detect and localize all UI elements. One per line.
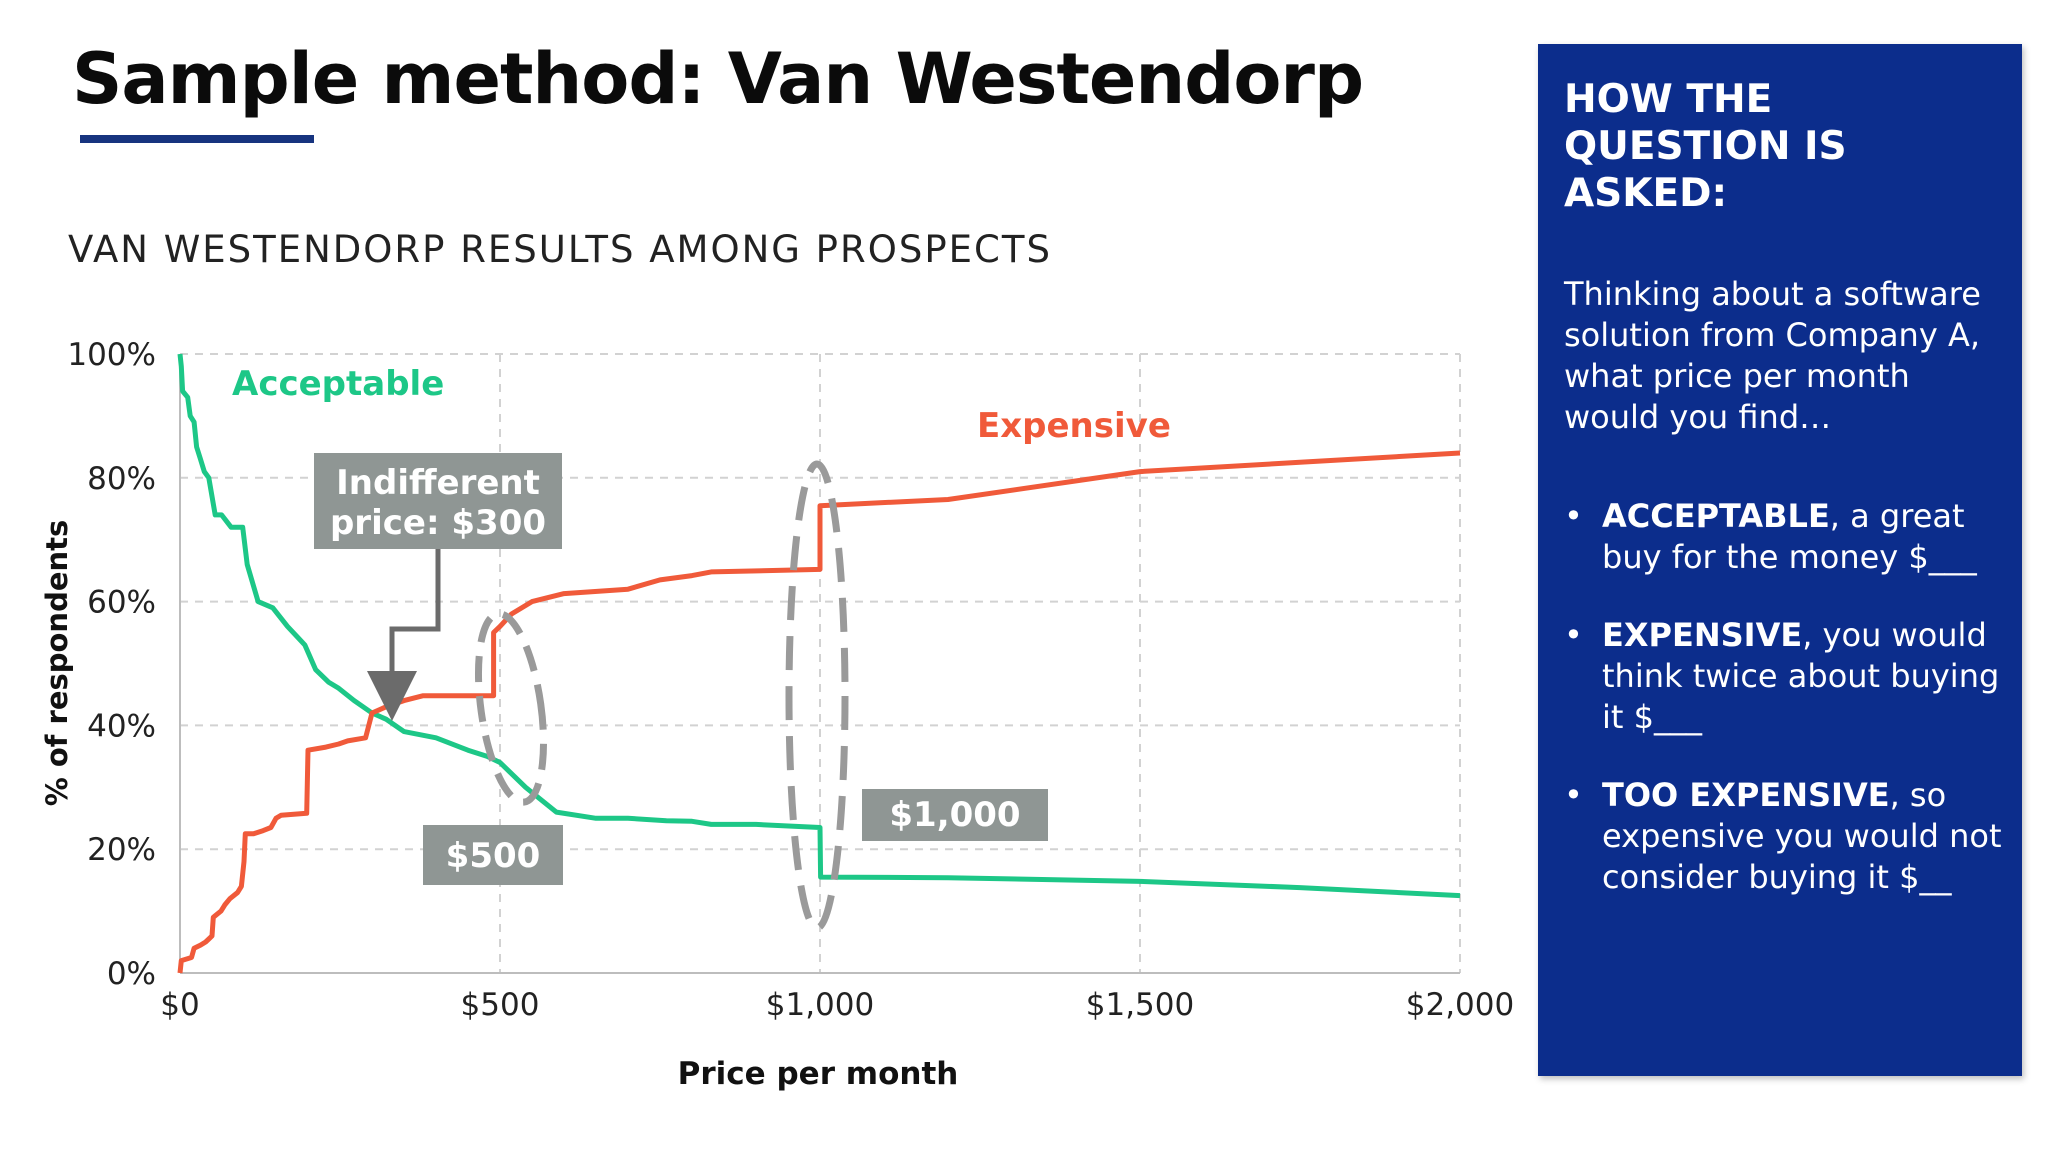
acceptable-line [177,353,1461,899]
500-callout-label: $500 [446,836,541,876]
y-tick-label: 40% [87,708,156,744]
question-list: ACCEPTABLE, a great buy for the money $_… [1564,496,2014,935]
y-tick-label: 0% [107,956,156,992]
slide-title: Sample method: Van Westendorp [72,38,1364,120]
500-highlight-ellipse [474,610,548,806]
y-axis-title: % of respondents [40,520,74,807]
expensive-series-label: Expensive [977,406,1171,446]
expensive-line [177,450,1461,974]
y-tick-label: 100% [67,337,156,373]
question-item-too-expensive: TOO EXPENSIVE, so expensive you would no… [1564,775,2014,898]
y-tick-label: 80% [87,461,156,497]
y-tick-label: 60% [87,585,156,621]
question-term: EXPENSIVE [1602,616,1803,654]
question-text: , a great buy for the money $___ [1602,497,1977,576]
indifferent-price-arrow [367,549,441,721]
y-tick-label: 20% [87,832,156,868]
x-tick-label: $500 [461,987,540,1023]
question-text: , so expensive you would not consider bu… [1602,776,2002,896]
acceptable-series-label: Acceptable [232,364,444,404]
question-panel: HOW THE QUESTION IS ASKED: Thinking abou… [1538,44,2022,1076]
1000-highlight-ellipse [785,460,849,932]
question-term: TOO EXPENSIVE [1602,776,1890,814]
price-sensitivity-chart: 0% 20% 40% 60% 80% 100% $0 $500 $1,000 $1,500 $2,0… [40,337,1514,1092]
question-text: , you would think twice about buying it … [1602,616,2000,736]
indifferent-price-label: Indifferent [336,463,540,503]
indifferent-price-value: price: $300 [330,503,546,543]
1000-callout-label: $1,000 [889,795,1020,835]
x-axis-title: Price per month [678,1056,959,1092]
panel-intro: Thinking about a software solution from … [1564,275,1981,436]
indifferent-price-callout [314,453,562,549]
1000-callout [862,789,1048,841]
chart-heading: VAN WESTENDORP RESULTS AMONG PROSPECTS [68,228,1052,271]
question-term: ACCEPTABLE [1602,497,1830,535]
question-item-acceptable: ACCEPTABLE, a great buy for the money $_… [1564,496,2014,578]
question-item-expensive: EXPENSIVE, you would think twice about b… [1564,615,2014,738]
x-tick-label: $2,000 [1406,987,1514,1023]
x-tick-label: $1,000 [766,987,874,1023]
500-callout [423,825,563,885]
x-tick-label: $1,500 [1086,987,1194,1023]
x-tick-label: $0 [160,987,199,1023]
title-underline [80,135,314,143]
panel-heading: HOW THE QUESTION IS ASKED: [1564,77,1847,216]
